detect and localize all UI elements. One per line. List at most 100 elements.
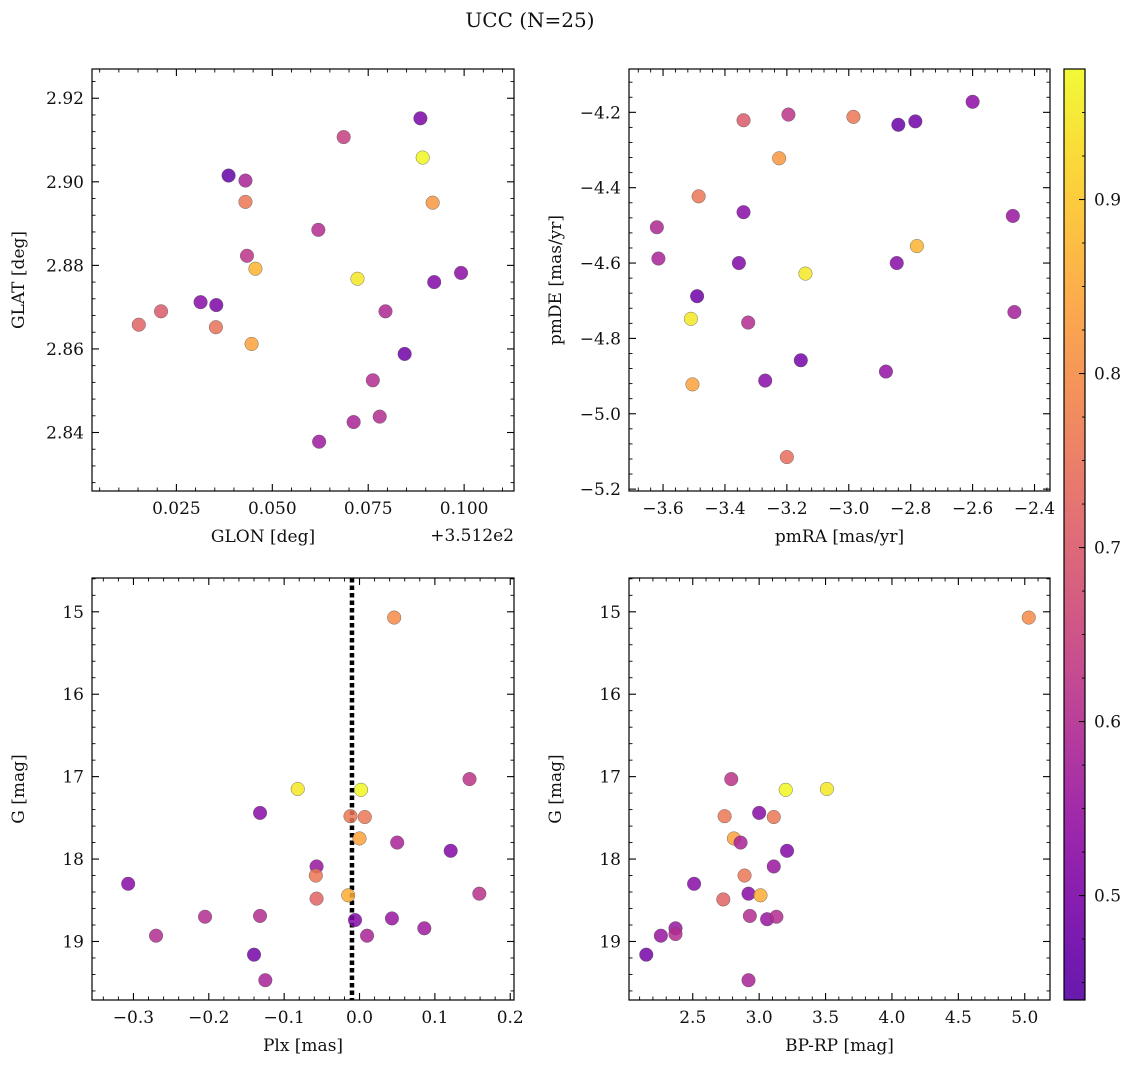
x-tick-label: 4.5 (945, 1008, 972, 1028)
y-tick-label: 19 (62, 932, 84, 952)
x-tick-label: 0.1 (421, 1008, 448, 1028)
data-point (208, 320, 223, 335)
data-point (798, 266, 813, 281)
x-tick-label: −0.3 (113, 1008, 154, 1028)
y-tick-label: 17 (599, 768, 621, 788)
data-point (354, 782, 369, 797)
data-point (238, 194, 253, 209)
data-point (766, 810, 781, 825)
data-point (221, 168, 236, 183)
y-tick-label: 15 (599, 603, 621, 623)
x-tick-label: 0.0 (346, 1008, 373, 1028)
data-point (736, 205, 751, 220)
data-point (1007, 305, 1022, 320)
data-point (891, 117, 906, 132)
y-tick-label: 2.90 (46, 173, 84, 193)
data-point (741, 886, 756, 901)
data-point (312, 434, 327, 449)
data-point (462, 772, 477, 787)
data-point (309, 891, 324, 906)
x-tick-label: −2.6 (952, 499, 993, 519)
x-tick-label: −2.4 (1014, 499, 1055, 519)
panel-plx-g: −0.3 −0.2 −0.1 0.0 0.1 0.2 15 16 17 18 19 Plx [mas]… (9, 577, 524, 1056)
x-tick-label: −3.4 (704, 499, 745, 519)
data-point (731, 256, 746, 271)
y-tick-label: 18 (599, 850, 621, 870)
data-point (343, 809, 358, 824)
data-point (413, 111, 428, 126)
y-tick-label: −4.6 (580, 254, 621, 274)
data-point (311, 222, 326, 237)
data-point (415, 150, 430, 165)
y-tick-label: 19 (599, 932, 621, 952)
x-axis-label: BP-RP [mag] (785, 1036, 894, 1056)
data-point (716, 892, 731, 907)
data-point (390, 835, 405, 850)
data-point (239, 248, 254, 263)
data-point (733, 835, 748, 850)
data-point (793, 353, 808, 368)
x-tick-label: 3.5 (812, 1008, 839, 1028)
data-point (687, 876, 702, 891)
x-tick-label: −2.8 (890, 499, 931, 519)
scatter-points (649, 94, 1022, 465)
scatter-points (131, 111, 469, 449)
colorbar-tick-label: 0.5 (1094, 887, 1121, 907)
data-point (336, 130, 351, 145)
y-tick-label: −4.2 (580, 103, 621, 123)
data-point (668, 927, 683, 942)
data-point (724, 772, 739, 787)
data-point (639, 947, 654, 962)
colorbar: 0.5 0.6 0.7 0.8 0.9 (1063, 68, 1121, 1001)
data-point (209, 298, 224, 313)
data-point (341, 888, 356, 903)
data-point (193, 295, 208, 310)
y-axis-label: GLAT [deg] (9, 231, 29, 329)
data-point (691, 189, 706, 204)
x-tick-label: 2.5 (679, 1008, 706, 1028)
x-tick-label: 0.075 (344, 499, 393, 519)
panel-glon-glat: 0.025 0.050 0.075 0.100 2.84 2.86 2.88 2.90 2.92… (9, 68, 515, 547)
scatter-points (121, 610, 487, 988)
y-tick-label: −4.4 (580, 179, 621, 199)
data-point (372, 409, 387, 424)
data-point (909, 239, 924, 254)
data-point (290, 782, 305, 797)
y-axis-label: G [mag] (9, 754, 29, 823)
data-point (653, 928, 668, 943)
data-point (685, 377, 700, 392)
x-tick-label: 0.025 (152, 499, 201, 519)
data-point (154, 304, 169, 319)
colorbar-frame (1063, 68, 1086, 1001)
data-point (649, 220, 664, 235)
data-point (965, 94, 980, 109)
data-point (741, 973, 756, 988)
data-point (753, 888, 768, 903)
x-axis-label: pmRA [mas/yr] (775, 527, 904, 547)
x-tick-label: −0.2 (188, 1008, 229, 1028)
panels: 0.025 0.050 0.075 0.100 2.84 2.86 2.88 2.90 2.92… (9, 68, 1055, 1056)
x-tick-label: −0.1 (264, 1008, 305, 1028)
data-point (248, 261, 263, 276)
data-point (425, 195, 440, 210)
colorbar-tick-label: 0.9 (1094, 191, 1121, 211)
data-point (384, 911, 399, 926)
data-point (308, 868, 323, 883)
data-point (365, 373, 380, 388)
axes-frame (91, 577, 515, 1001)
data-point (1021, 610, 1036, 625)
data-point (131, 317, 146, 332)
colorbar-tick-label: 0.8 (1094, 365, 1121, 385)
x-tick-label: 0.100 (440, 499, 489, 519)
colorbar-tick-label: 0.7 (1094, 539, 1121, 559)
data-point (846, 109, 861, 124)
y-tick-label: 2.92 (46, 89, 84, 109)
data-point (781, 107, 796, 122)
y-tick-label: 16 (62, 685, 84, 705)
data-point (387, 610, 402, 625)
data-point (198, 909, 213, 924)
axes-frame (628, 68, 1051, 492)
data-point (742, 908, 757, 923)
axes-frame (91, 68, 515, 492)
